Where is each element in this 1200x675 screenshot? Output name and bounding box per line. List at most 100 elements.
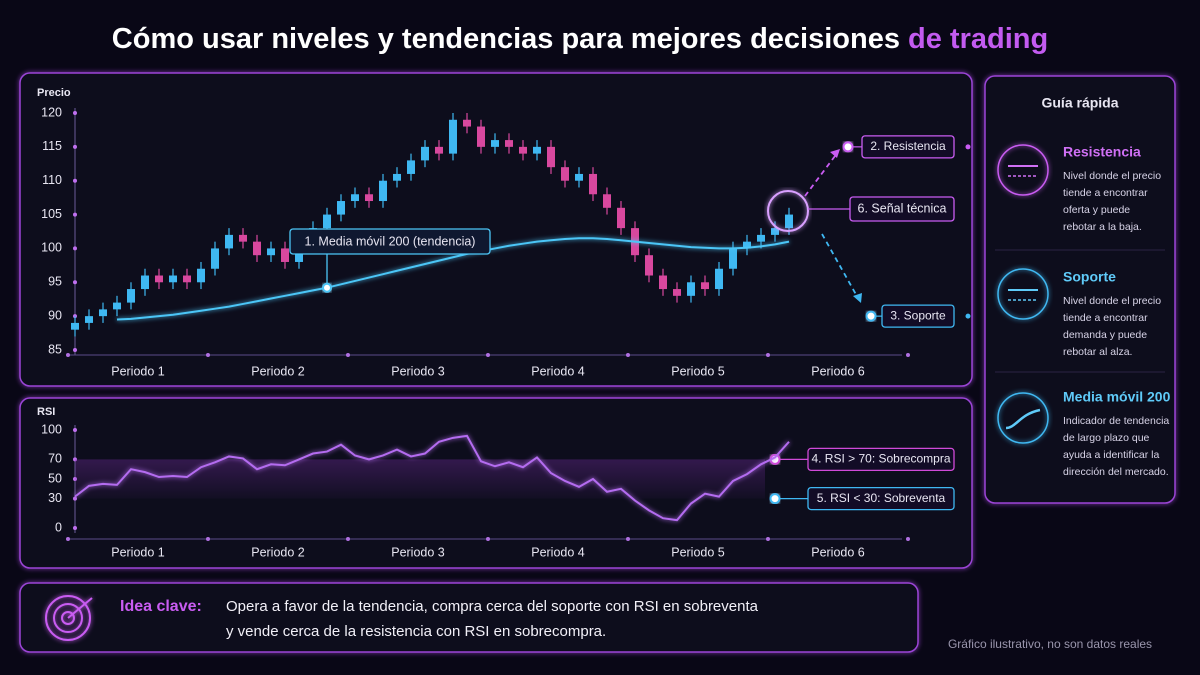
icon xyxy=(1005,408,1041,430)
icon xyxy=(53,603,83,633)
x-axis-dot xyxy=(66,353,70,357)
x-tick-label: Periodo 3 xyxy=(391,364,445,378)
candle-body xyxy=(547,146,555,168)
guide-item-text: ayuda a identificar la xyxy=(1063,449,1159,461)
y-tick-label: 0 xyxy=(55,520,62,534)
y-tick-label: 100 xyxy=(41,422,62,436)
x-tick-label: Periodo 2 xyxy=(251,545,305,559)
candle-body xyxy=(785,214,793,229)
candle-body xyxy=(533,146,541,154)
candle-body xyxy=(421,146,429,161)
x-tick-label: Periodo 2 xyxy=(251,364,305,378)
y-tick-label: 110 xyxy=(42,173,62,187)
candle-body xyxy=(127,289,135,303)
annotation-dot xyxy=(322,282,332,293)
title-main: Cómo usar niveles y tendencias para mejo… xyxy=(112,23,900,55)
guide-item-text: dirección del mercado. xyxy=(1063,466,1169,478)
target-icon xyxy=(45,595,93,641)
candle-body xyxy=(99,309,107,317)
candle-body xyxy=(141,275,149,290)
icon xyxy=(61,611,75,625)
candle-body xyxy=(281,248,289,262)
y-tick-label: 50 xyxy=(48,471,62,485)
icon xyxy=(997,392,1049,444)
candle-body xyxy=(491,140,499,147)
icon xyxy=(997,144,1049,196)
candle-body xyxy=(561,167,569,181)
series-line xyxy=(74,434,790,522)
candle-body xyxy=(197,268,205,283)
footnote: Gráfico ilustrativo, no son datos reales xyxy=(948,637,1152,651)
y-axis-label: Precio xyxy=(37,87,71,99)
candle-body xyxy=(743,241,751,249)
y-tick-label: 70 xyxy=(48,452,62,466)
y-tick xyxy=(73,212,77,217)
key-idea-text: y vende cerca de la resistencia con RSI … xyxy=(226,623,606,640)
candle-body xyxy=(659,275,667,290)
candle-body xyxy=(729,248,737,269)
label-box xyxy=(881,304,955,328)
x-axis-dot xyxy=(486,353,490,357)
y-tick xyxy=(73,348,77,352)
title-highlight: de trading xyxy=(908,23,1048,55)
annotation: 1. Media móvil 200 (tendencia) xyxy=(305,234,476,248)
level-end-dot xyxy=(965,313,971,319)
guide-item-text: demanda y puede xyxy=(1063,329,1147,341)
level-dot xyxy=(842,141,854,153)
candle-body xyxy=(575,173,583,181)
y-tick-label: 115 xyxy=(42,139,62,153)
y-tick-label: 100 xyxy=(41,241,62,255)
candle-body xyxy=(379,180,387,202)
x-axis-dot xyxy=(66,537,70,541)
level-end-dot xyxy=(965,144,971,150)
level-label: 5. RSI < 30: Sobreventa xyxy=(817,491,946,505)
y-tick xyxy=(73,178,77,183)
candle-body xyxy=(757,234,765,242)
icon xyxy=(45,595,91,641)
candle-body xyxy=(211,248,219,269)
y-tick-label: 85 xyxy=(48,342,62,356)
y-tick-label: 95 xyxy=(48,275,62,289)
candle-body xyxy=(253,241,261,256)
guide-item-text: tiende a encontrar xyxy=(1063,312,1148,324)
guide-item-name: Resistencia xyxy=(1063,144,1141,160)
candle-body xyxy=(771,228,779,235)
x-tick-label: Periodo 6 xyxy=(811,364,865,378)
x-axis-dot xyxy=(346,537,350,541)
guide-item-text: de largo plazo que xyxy=(1063,432,1150,444)
candle-body xyxy=(449,119,457,154)
x-axis-dot xyxy=(626,537,630,541)
guide-item-text: rebotar al alza. xyxy=(1063,346,1132,358)
candle-body xyxy=(687,282,695,296)
candle-body xyxy=(183,275,191,283)
guide-title: Guía rápida xyxy=(1041,95,1118,111)
x-tick-label: Periodo 1 xyxy=(111,545,165,559)
guide-item-text: Indicador de tendencia xyxy=(1063,415,1169,427)
y-axis-label: RSI xyxy=(37,406,55,418)
y-tick-label: 30 xyxy=(48,491,62,505)
guide-item-text: Nivel donde el precio xyxy=(1063,295,1161,307)
candle-body xyxy=(113,302,121,310)
label-box xyxy=(289,228,491,255)
label-box xyxy=(849,196,955,222)
level-label: 3. Soporte xyxy=(890,308,946,322)
candle-body xyxy=(155,275,163,283)
level-label: 4. RSI > 70: Sobrecompra xyxy=(811,452,950,466)
zone xyxy=(75,459,765,499)
candle-body xyxy=(351,194,359,202)
price-panel xyxy=(19,72,973,387)
y-tick-label: 90 xyxy=(48,308,62,322)
x-tick-label: Periodo 6 xyxy=(811,545,865,559)
x-axis-dot xyxy=(906,353,910,357)
candle-body xyxy=(645,255,653,276)
x-tick-label: Periodo 4 xyxy=(531,545,585,559)
guide-item-text: oferta y puede xyxy=(1063,204,1130,216)
candle-body xyxy=(85,316,93,323)
candle-body xyxy=(71,322,79,330)
candle-body xyxy=(407,160,415,174)
annotation: 6. Señal técnica xyxy=(858,201,947,215)
arrow-head xyxy=(830,149,840,158)
icon xyxy=(997,268,1049,320)
x-tick-label: Periodo 1 xyxy=(111,364,165,378)
